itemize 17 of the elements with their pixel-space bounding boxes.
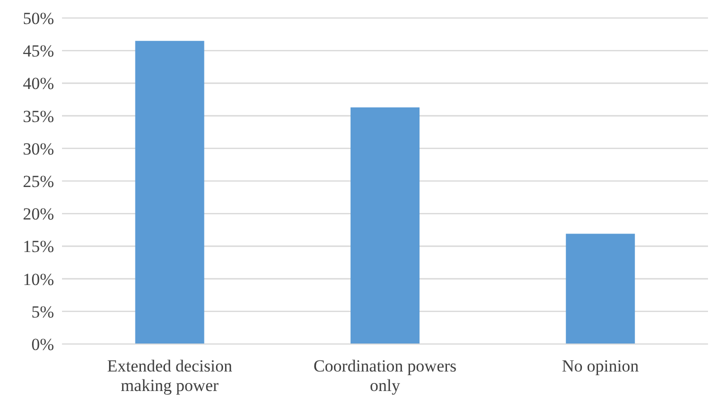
x-tick-label: No opinion — [562, 356, 640, 376]
y-tick-label: 5% — [31, 302, 54, 322]
y-tick-label: 15% — [22, 237, 54, 256]
bar — [135, 40, 204, 344]
y-tick-label: 20% — [22, 204, 54, 224]
bar — [566, 234, 635, 344]
y-tick-label: 45% — [22, 42, 54, 61]
y-tick-label: 50% — [22, 9, 54, 28]
y-tick-label: 40% — [22, 74, 54, 94]
bar — [350, 107, 420, 344]
y-tick-label: 30% — [22, 139, 54, 158]
x-tick-label: Extended decision making power — [107, 356, 233, 395]
y-tick-label: 25% — [22, 172, 54, 192]
y-tick-label: 0% — [31, 335, 54, 354]
y-tick-label: 10% — [22, 270, 54, 289]
x-tick-label: Coordination powers only — [313, 356, 457, 395]
y-tick-label: 35% — [22, 106, 54, 126]
